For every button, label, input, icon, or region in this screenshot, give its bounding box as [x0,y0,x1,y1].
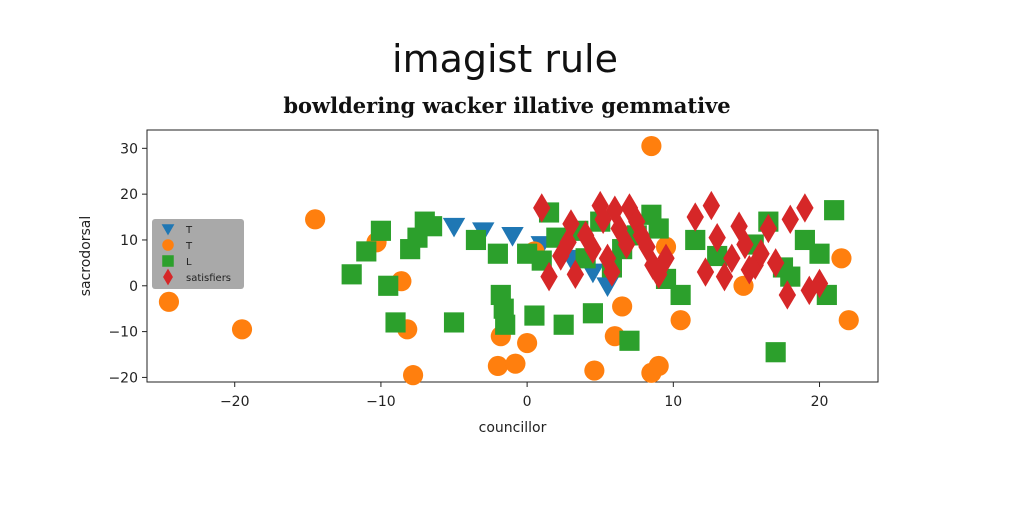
series-1-point-7 [403,365,424,386]
chart-title: imagist rule [392,37,618,81]
series-1-point-1 [305,209,326,230]
series-2-point-37 [765,342,786,363]
series-2-point-1 [356,241,377,262]
series-2-point-16 [524,305,545,326]
series-2-point-32 [670,284,691,306]
series-2-point-33 [685,229,706,251]
series-2-point-13 [493,298,514,319]
y-tick-label-3: 10 [120,233,138,249]
series-3-point-25 [708,222,726,253]
series-1-point-21 [831,248,852,269]
series-3-point-22 [686,202,704,232]
series-3-point-9 [594,204,612,235]
x-tick-label-4: 20 [811,394,829,410]
series-1-point-8 [487,355,508,377]
series-2-point-4 [385,312,406,333]
series-3-point-29 [736,229,754,260]
series-2-point-27 [619,330,640,351]
series-3-point-13 [610,213,628,244]
data-marks [158,135,859,386]
x-axis-label: councillor [479,420,547,436]
y-tick-label-1: −10 [108,325,138,341]
series-1-point-10 [517,332,538,354]
series-3-point-35 [778,280,797,310]
y-tick-label-4: 20 [120,187,138,203]
series-2-point-39 [780,266,801,287]
series-1-point-0 [641,135,662,157]
series-1-point-17 [648,355,669,377]
series-3-point-37 [796,193,814,223]
series-1-point-9 [505,353,526,374]
series-2-point-17 [531,250,552,271]
series-2-point-30 [648,218,669,239]
series-1-point-22 [838,310,859,331]
series-1-point-19 [670,310,691,331]
y-axis-label: sacrodorsal [78,216,94,297]
legend-label-1: T [185,241,193,252]
series-3-point-19 [644,250,662,280]
series-2-point-23 [582,303,603,324]
series-0-point-0 [442,217,466,238]
series-3-point-14 [617,229,636,260]
x-tick-label-1: −10 [366,394,396,410]
legend-label-0: T [185,225,193,236]
series-3-point-15 [620,193,639,223]
series-0-point-5 [581,263,605,284]
series-1-point-15 [612,296,633,317]
chart-subtitle: bowldering wacker illative gemmative [283,93,730,118]
y-tick-label-2: 0 [129,279,138,295]
series-3-point-4 [562,209,580,239]
series-2-point-3 [378,275,399,296]
series-3-point-20 [650,259,668,290]
y-tick-label-5: 30 [120,141,138,157]
axis-ticks: −20 −10 0 10 20 −20 −10 0 10 20 30 [108,141,828,410]
series-2-point-10 [465,229,487,251]
series-2-point-34 [707,245,728,267]
legend-swatch-3 [163,268,173,286]
x-tick-label-0: −20 [220,394,250,410]
series-3-point-11 [603,257,621,287]
series-3-point-39 [810,268,829,299]
y-tick-label-0: −20 [108,370,138,386]
series-3-point-23 [696,257,715,287]
series-2-point-2 [370,220,391,241]
series-3-point-5 [566,259,585,290]
series-2-point-41 [809,243,830,264]
series-3-point-27 [723,243,741,273]
legend-label-2: L [186,257,192,268]
series-1-point-13 [584,360,605,381]
series-3-point-33 [759,213,778,244]
series-3-point-24 [702,190,721,221]
series-1-point-4 [158,291,180,312]
series-2-point-43 [824,200,845,221]
legend-swatch-1 [162,239,174,251]
series-3-point-26 [715,261,734,292]
series-3-point-0 [533,193,551,223]
series-0-point-2 [501,226,524,247]
legend-swatch-2 [162,255,174,267]
series-3-point-36 [781,204,799,235]
series-2-point-8 [422,216,443,237]
legend-label-3: satisfiers [186,273,231,284]
series-2-point-11 [487,243,508,264]
series-2-point-14 [495,314,516,335]
series-2-point-9 [443,312,465,333]
x-tick-label-2: 0 [523,394,532,410]
series-3-point-21 [657,243,675,273]
series-3-point-34 [766,248,785,278]
series-1-point-5 [231,319,253,340]
x-tick-label-3: 10 [664,394,682,410]
series-3-point-32 [752,239,770,269]
legend-box [152,219,244,289]
series-2-point-0 [341,264,362,285]
series-3-point-7 [584,234,602,264]
series-2-point-20 [553,314,574,335]
legend-swatch-0 [161,224,175,236]
series-3-point-1 [540,261,558,292]
